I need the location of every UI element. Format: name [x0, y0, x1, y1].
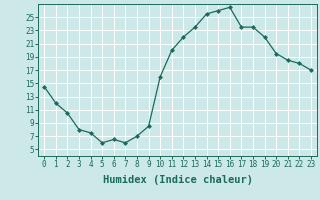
X-axis label: Humidex (Indice chaleur): Humidex (Indice chaleur) — [103, 175, 252, 185]
